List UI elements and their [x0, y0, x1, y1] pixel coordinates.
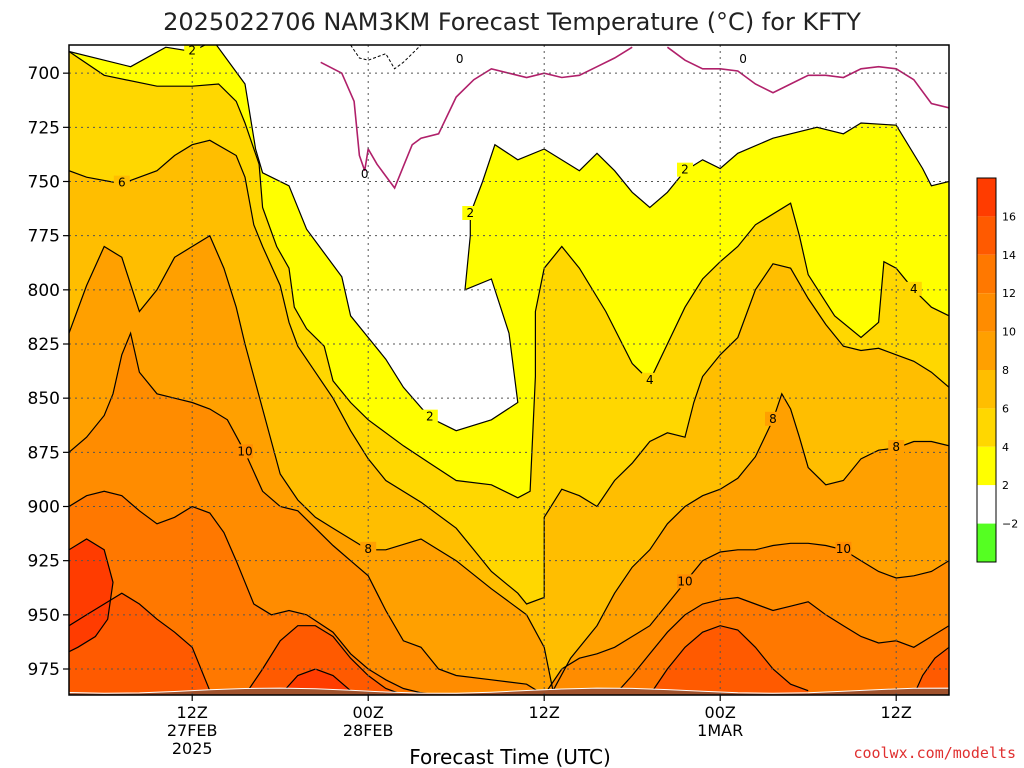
y-tick-label: 925 — [28, 552, 60, 572]
colorbar-frame — [976, 177, 997, 563]
colorbar-segment — [977, 293, 996, 332]
x-tick-label: 00Z — [705, 703, 736, 722]
ground-surface — [69, 687, 949, 695]
contour-label: 2 — [188, 44, 196, 58]
contour-fill-14-9 — [649, 625, 809, 695]
y-tick-label: 800 — [28, 281, 60, 301]
contour-label: 10 — [237, 444, 252, 458]
y-tick-label: 725 — [28, 118, 60, 138]
freezing-line-label: 0 — [739, 52, 747, 66]
colorbar-segment — [977, 485, 996, 524]
x-tick-label: 2025 — [172, 739, 213, 758]
contour-line-4-1 — [69, 51, 949, 499]
colorbar: 16 14 12 10 8 6 4 2 −2 — [976, 177, 1018, 563]
contour-label: 10 — [677, 574, 692, 588]
credit-link[interactable]: coolwx.com/modelts — [853, 744, 1016, 762]
y-tick-label: 850 — [28, 389, 60, 409]
freezing-line-1 — [666, 46, 949, 109]
y-tick-label: 700 — [28, 64, 60, 84]
x-axis-title: Forecast Time (UTC) — [409, 745, 611, 768]
colorbar-label: 10 — [1002, 326, 1016, 339]
subfreezing-pocket — [349, 45, 422, 70]
contour-line-16-11 — [69, 538, 114, 653]
contour-label: 10 — [836, 542, 851, 556]
x-tick-label: 1MAR — [697, 721, 743, 740]
contour-line-14-10 — [913, 646, 949, 695]
contour-label: 8 — [769, 412, 777, 426]
contour-label: 6 — [118, 176, 126, 190]
contour-line-14-9 — [649, 625, 809, 695]
contour-label: 8 — [364, 542, 372, 556]
axes: 70072575077580082585087590092595097512Z2… — [28, 44, 950, 758]
contour-label: 2 — [466, 206, 474, 220]
contour-label: 4 — [646, 373, 654, 387]
y-tick-label: 975 — [28, 660, 60, 680]
plot-frame — [68, 44, 950, 696]
x-tick-label: 12Z — [177, 703, 208, 722]
colorbar-segment — [977, 254, 996, 294]
x-tick-label: 12Z — [529, 703, 560, 722]
colorbar-segment — [977, 523, 996, 562]
colorbar-segment — [977, 216, 996, 255]
colorbar-segment — [977, 370, 996, 409]
contour-label: 2 — [426, 410, 434, 424]
freezing-line-label: 0 — [456, 52, 464, 66]
colorbar-label: 12 — [1002, 287, 1016, 300]
colorbar-label: 2 — [1002, 479, 1009, 492]
contour-line-14-7 — [69, 592, 211, 691]
x-tick-label: 00Z — [353, 703, 384, 722]
contour-fill-14-8 — [245, 625, 404, 695]
y-tick-label: 825 — [28, 335, 60, 355]
contour-line-14-8 — [244, 625, 404, 695]
contour-label: 2 — [681, 163, 689, 177]
y-tick-label: 875 — [28, 443, 60, 463]
x-tick-label: 28FEB — [343, 721, 394, 740]
contour-label: 4 — [910, 282, 918, 296]
colorbar-label: 4 — [1002, 441, 1009, 454]
contour-line-10-4 — [69, 331, 949, 695]
colorbar-segment — [977, 331, 996, 370]
chart-title: 2025022706 NAM3KM Forecast Temperature (… — [163, 8, 861, 36]
y-tick-label: 900 — [28, 498, 60, 518]
contour-fill-16-11 — [69, 539, 113, 695]
x-tick-label: 12Z — [881, 703, 912, 722]
colorbar-segment — [977, 178, 996, 217]
freezing-line-label: 0 — [361, 167, 369, 181]
contour-line-12-6 — [614, 596, 949, 695]
contour-line-12-5 — [69, 490, 439, 695]
colorbar-label: 6 — [1002, 402, 1009, 415]
contour-label: 8 — [892, 440, 900, 454]
y-tick-label: 750 — [28, 173, 60, 193]
plot-area: 2 2 2 2 4 4 6 8 8 10 10 10 8 0 0 0 — [69, 44, 949, 695]
y-tick-label: 950 — [28, 606, 60, 626]
contour-line-8-3 — [69, 234, 949, 693]
contour-fill-14-10 — [913, 647, 949, 695]
y-tick-label: 775 — [28, 227, 60, 247]
colorbar-label: 14 — [1002, 249, 1016, 262]
x-tick-label: 27FEB — [167, 721, 218, 740]
colorbar-label: −2 — [1002, 518, 1018, 531]
colorbar-label: 16 — [1002, 210, 1016, 223]
freezing-line-0 — [320, 46, 633, 190]
colorbar-segment — [977, 446, 996, 486]
colorbar-label: 8 — [1002, 364, 1009, 377]
colorbar-segment — [977, 408, 996, 447]
